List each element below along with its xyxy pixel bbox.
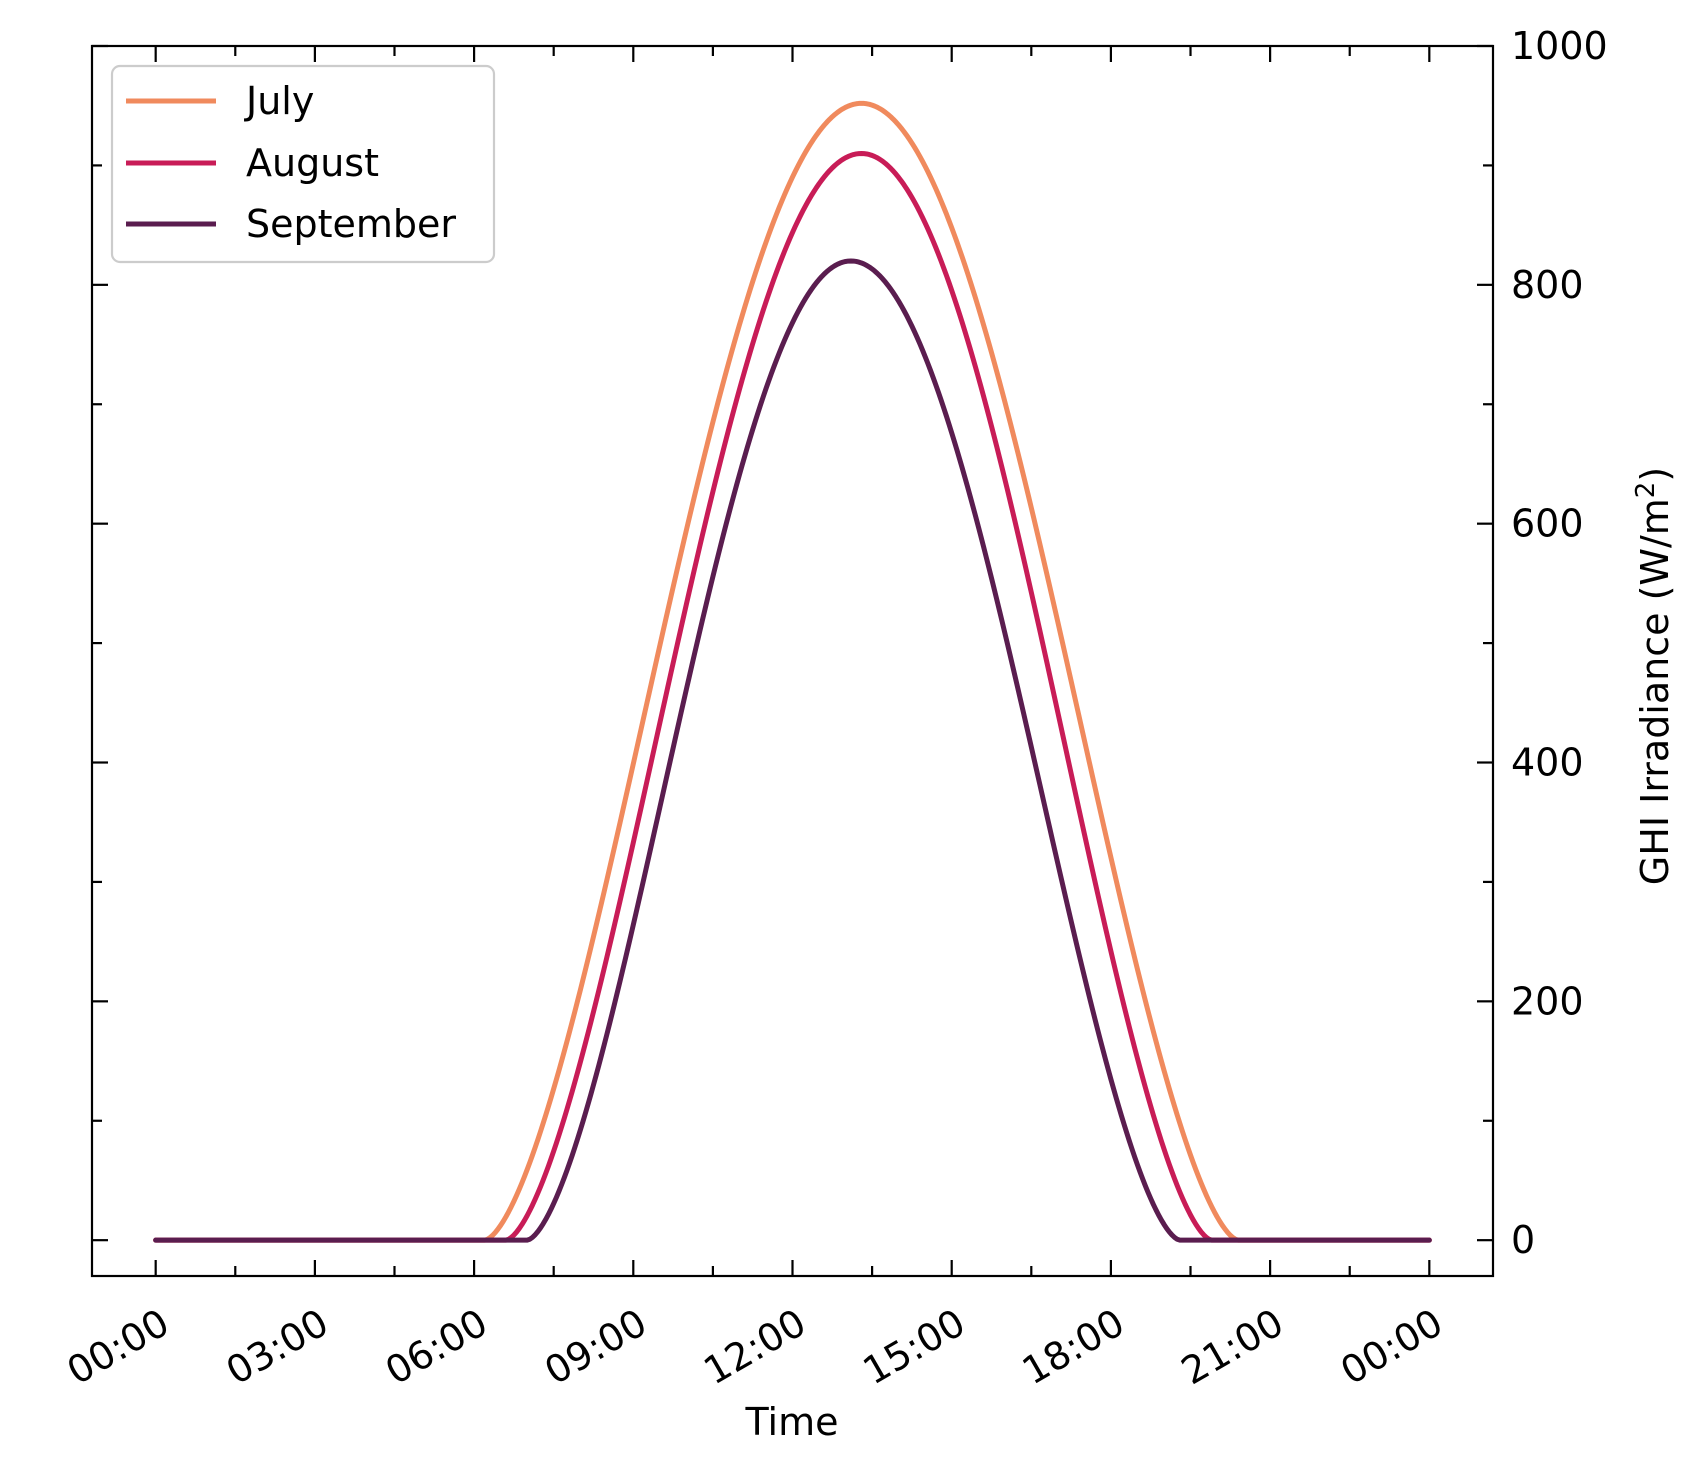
y-tick-label: 600 — [1511, 502, 1584, 546]
y-tick-label: 1000 — [1511, 24, 1608, 68]
x-tick-label: 15:00 — [856, 1300, 973, 1393]
y-axis-label: GHI Irradiance (W/m2) — [1631, 467, 1677, 885]
y-tick-label: 400 — [1511, 741, 1584, 785]
x-tick-label: 00:00 — [1333, 1300, 1450, 1393]
x-tick-label: 00:00 — [60, 1300, 177, 1393]
series-line-august — [153, 150, 1432, 1243]
y-tick-label: 200 — [1511, 979, 1584, 1023]
legend-label-july: July — [244, 79, 314, 123]
legend-label-september: September — [246, 202, 456, 246]
series-line-july — [153, 100, 1432, 1243]
y-tick-label: 0 — [1511, 1218, 1535, 1262]
x-tick-label: 03:00 — [219, 1300, 336, 1393]
series-line-september — [153, 258, 1432, 1243]
x-tick-label: 18:00 — [1015, 1300, 1132, 1393]
series-lines — [153, 100, 1432, 1243]
x-tick-label: 06:00 — [378, 1300, 495, 1393]
legend-frame — [110, 64, 496, 264]
legend: July August September — [110, 64, 496, 264]
y-tick-label: 800 — [1511, 263, 1584, 307]
x-tick-label: 21:00 — [1174, 1300, 1291, 1393]
x-tick-label: 09:00 — [537, 1300, 654, 1393]
legend-label-august: August — [246, 141, 379, 185]
x-tick-label: 12:00 — [696, 1300, 813, 1393]
x-axis-label: Time — [745, 1400, 839, 1444]
plot-frame — [90, 44, 1495, 1278]
